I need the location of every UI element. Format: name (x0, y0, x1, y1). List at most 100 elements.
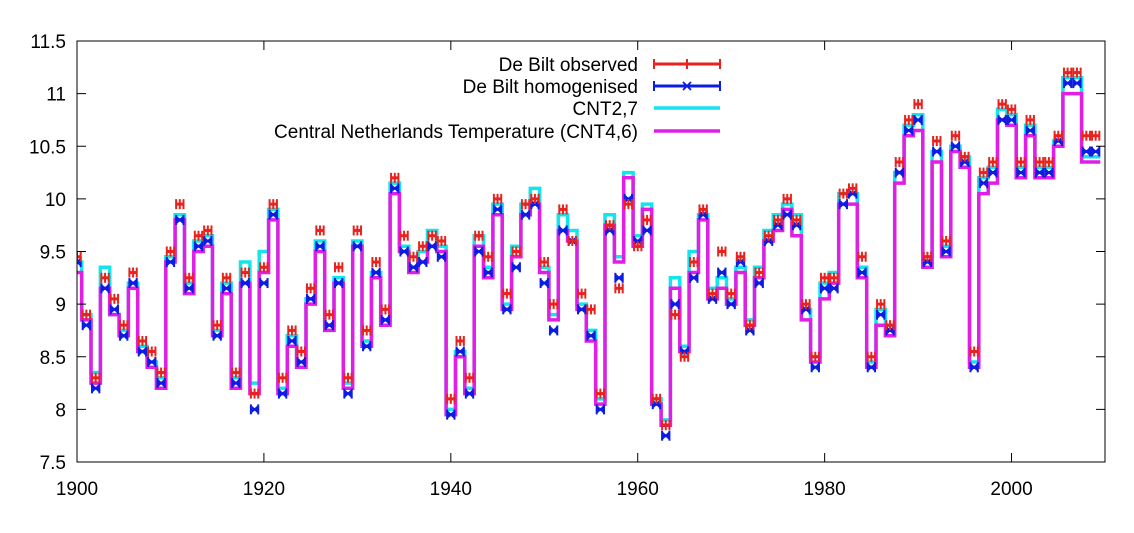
data-point (885, 320, 895, 331)
data-point (511, 262, 521, 273)
point-marker (279, 390, 287, 398)
data-point (969, 362, 979, 373)
point-marker (185, 284, 193, 292)
data-point (408, 251, 419, 262)
point-marker (830, 284, 838, 292)
data-point (119, 330, 129, 341)
point-marker (662, 432, 670, 440)
data-point (231, 378, 241, 389)
data-point (119, 320, 129, 331)
point-marker (316, 242, 324, 250)
data-point (427, 230, 437, 241)
point-marker (858, 269, 866, 277)
point-marker (1054, 137, 1062, 145)
data-point (287, 335, 297, 346)
data-point (633, 241, 643, 252)
data-point (997, 99, 1007, 110)
data-point (651, 399, 662, 410)
x-tick-label: 1940 (430, 479, 472, 500)
point-marker (755, 279, 763, 287)
data-point (212, 320, 222, 331)
data-point (427, 241, 437, 252)
data-point (390, 172, 400, 183)
point-marker (624, 195, 632, 203)
data-point (100, 283, 110, 294)
data-point (212, 330, 222, 341)
point-marker (1036, 169, 1044, 177)
point-marker (232, 379, 240, 387)
point-marker (213, 332, 221, 340)
data-point (1044, 157, 1054, 168)
series-de-bilt-homogenised (77, 78, 1101, 441)
data-point (548, 325, 559, 336)
point-marker (120, 332, 128, 340)
data-point (950, 130, 961, 141)
legend-label: De Bilt observed (499, 55, 638, 76)
point-marker (288, 337, 296, 345)
data-point (399, 246, 409, 257)
data-point (109, 304, 120, 315)
point-marker (1064, 79, 1072, 87)
point-marker (522, 211, 530, 219)
point-marker (606, 226, 614, 234)
data-point (240, 267, 250, 278)
y-tick-label: 11 (46, 85, 66, 106)
axes-layer: 7.5 8 8.5 9 9.5 10 10.5 11 11.5 1900 1920 1940 1960 1… (29, 32, 1105, 500)
data-point (576, 288, 587, 299)
data-point (866, 351, 877, 362)
point-marker (718, 269, 726, 277)
point-marker (998, 116, 1006, 124)
y-tick-label: 9.5 (40, 243, 66, 264)
data-point (1090, 130, 1101, 141)
point-marker (77, 258, 81, 266)
data-point (221, 272, 232, 283)
data-point (791, 214, 802, 225)
data-point (782, 193, 792, 204)
data-point (165, 257, 176, 268)
data-point (371, 257, 381, 268)
data-point (259, 262, 269, 273)
data-point (689, 272, 699, 283)
point-marker (241, 279, 249, 287)
point-marker (353, 242, 361, 250)
data-point (502, 304, 512, 315)
data-point (156, 378, 166, 389)
series-layer (77, 67, 1101, 441)
y-tick-label: 8 (55, 400, 66, 421)
data-point (614, 272, 624, 283)
data-point (997, 114, 1007, 125)
data-point (922, 251, 933, 262)
data-point (305, 283, 316, 294)
data-point (362, 341, 372, 352)
data-point (904, 114, 914, 125)
data-point (1016, 157, 1026, 168)
y-tick-label: 11.5 (30, 32, 66, 53)
data-point (642, 214, 652, 225)
legend-entry-de-bilt-homogenised: De Bilt homogenised (463, 77, 721, 98)
data-point (249, 404, 260, 415)
data-point (1044, 167, 1054, 178)
point-marker (886, 326, 894, 334)
data-point (735, 251, 746, 262)
data-point (801, 299, 811, 310)
point-marker (260, 279, 268, 287)
data-point (726, 299, 736, 310)
y-tick-label: 8.5 (40, 348, 66, 369)
data-point (165, 246, 176, 257)
point-marker (933, 147, 941, 156)
point-marker (942, 247, 950, 256)
point-marker (409, 263, 417, 271)
point-marker (793, 221, 801, 229)
data-point (81, 309, 92, 320)
data-point (801, 304, 811, 315)
data-point (614, 283, 624, 294)
data-point (810, 362, 820, 373)
data-point (268, 199, 278, 210)
data-point (305, 293, 316, 304)
data-point (334, 278, 344, 289)
point-marker (634, 237, 642, 245)
data-point (175, 199, 185, 210)
data-point (483, 267, 493, 278)
data-point (548, 299, 559, 310)
point-marker (344, 390, 352, 398)
